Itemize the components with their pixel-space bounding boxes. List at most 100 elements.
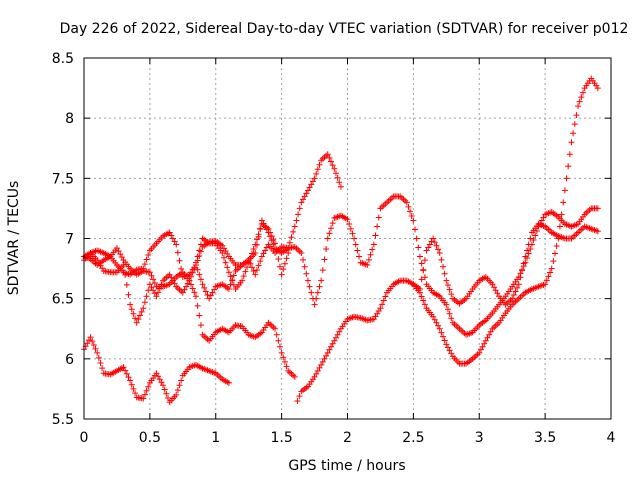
data-point-marker (194, 302, 201, 309)
y-tick-label: 7 (65, 232, 74, 248)
data-point-marker (543, 277, 550, 284)
data-point-marker (484, 334, 491, 341)
data-point-marker (201, 284, 208, 291)
data-point-marker (89, 338, 96, 345)
data-point-marker (435, 322, 442, 329)
data-point-marker (250, 246, 257, 253)
data-point-marker (356, 253, 363, 260)
series-1 (81, 334, 232, 406)
data-point-marker (364, 261, 371, 268)
data-point-marker (547, 269, 554, 276)
data-point-marker (84, 340, 91, 347)
data-point-marker (281, 358, 288, 365)
data-point-marker (150, 287, 157, 294)
data-point-marker (524, 247, 531, 254)
data-point-marker (163, 390, 170, 397)
data-points (81, 75, 601, 406)
data-point-marker (477, 346, 484, 353)
data-point-marker (143, 293, 150, 300)
data-point-marker (334, 174, 341, 181)
data-point-marker (257, 226, 264, 233)
data-point-marker (425, 244, 432, 251)
data-point-marker (347, 225, 354, 232)
data-point-marker (247, 255, 254, 262)
data-point-marker (438, 329, 445, 336)
data-point-marker (416, 289, 423, 296)
data-point-marker (476, 349, 483, 356)
data-point-marker (318, 361, 325, 368)
data-point-marker (319, 267, 326, 274)
data-point-marker (365, 256, 372, 263)
data-point-marker (349, 230, 356, 237)
data-point-marker (151, 290, 158, 297)
data-point-marker (405, 203, 412, 210)
data-point-marker (273, 331, 280, 338)
chart-title: Day 226 of 2022, Sidereal Day-to-day VTE… (60, 21, 629, 37)
data-point-marker (95, 354, 102, 361)
data-point-marker (151, 280, 158, 287)
data-point-marker (372, 232, 379, 239)
data-point-marker (560, 199, 567, 206)
data-point-marker (145, 252, 152, 259)
grid-lines (84, 58, 611, 419)
data-point-marker (486, 331, 493, 338)
data-point-marker (140, 395, 147, 402)
data-point-marker (211, 286, 218, 293)
data-point-marker (494, 290, 501, 297)
data-point-marker (413, 235, 420, 242)
data-point-marker (294, 397, 301, 404)
data-point-marker (548, 265, 555, 272)
data-point-marker (189, 285, 196, 292)
data-point-marker (446, 347, 453, 354)
data-point-marker (448, 350, 455, 357)
data-point-marker (97, 360, 104, 367)
data-point-marker (351, 235, 358, 242)
data-point-marker (321, 256, 328, 263)
data-point-marker (189, 269, 196, 276)
data-point-marker (197, 276, 204, 283)
data-point-marker (552, 250, 559, 257)
data-point-marker (153, 293, 160, 300)
data-point-marker (204, 292, 211, 299)
data-point-marker (517, 274, 524, 281)
data-point-marker (148, 284, 155, 291)
data-point-marker (444, 306, 451, 313)
data-point-marker (293, 217, 300, 224)
data-point-marker (441, 337, 448, 344)
data-point-marker (178, 377, 185, 384)
data-point-marker (278, 271, 285, 278)
x-tick-label: 0.5 (139, 430, 161, 446)
data-point-marker (225, 269, 232, 276)
data-point-marker (326, 154, 333, 161)
data-point-marker (128, 381, 135, 388)
data-point-marker (258, 253, 265, 260)
data-point-marker (301, 263, 308, 270)
data-point-marker (164, 394, 171, 401)
data-point-marker (487, 328, 494, 335)
data-point-marker (594, 228, 601, 235)
data-point-marker (120, 364, 127, 371)
data-point-marker (428, 238, 435, 245)
data-point-marker (530, 237, 537, 244)
axis-ticks (83, 57, 612, 420)
data-point-marker (125, 291, 132, 298)
data-point-marker (207, 292, 214, 299)
data-point-marker (532, 232, 539, 239)
data-point-marker (130, 385, 137, 392)
data-point-marker (155, 289, 162, 296)
data-point-marker (141, 261, 148, 268)
data-point-marker (570, 130, 577, 137)
data-point-marker (171, 238, 178, 245)
data-point-marker (179, 289, 186, 296)
data-point-marker (412, 226, 419, 233)
data-point-marker (260, 250, 267, 257)
data-point-marker (418, 276, 425, 283)
data-point-marker (324, 151, 331, 158)
data-point-marker (379, 301, 386, 308)
data-point-marker (323, 246, 330, 253)
x-tick-label: 0 (80, 430, 89, 446)
data-point-marker (337, 183, 344, 190)
data-point-marker (283, 363, 290, 370)
data-point-marker (354, 247, 361, 254)
data-point-marker (444, 344, 451, 351)
